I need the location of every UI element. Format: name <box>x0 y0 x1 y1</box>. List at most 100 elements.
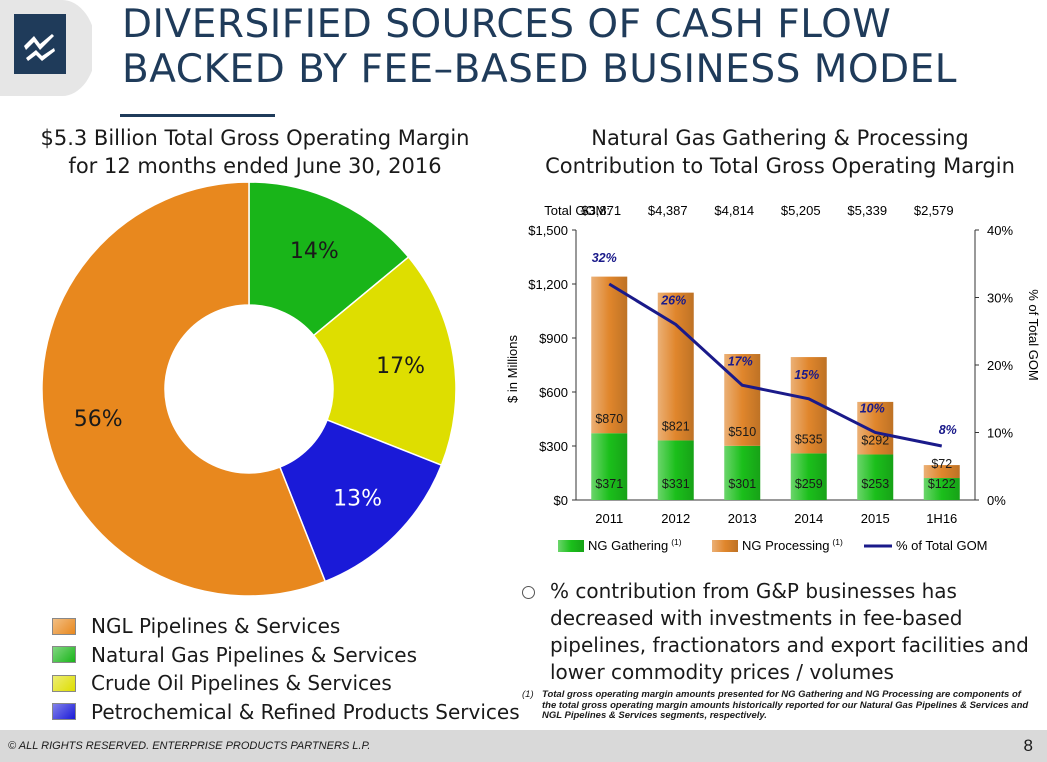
legend-label: % of Total GOM <box>896 538 988 553</box>
total-gom-value: $2,579 <box>914 203 954 218</box>
bullet-point: % contribution from G&P businesses has d… <box>522 578 1042 686</box>
bar-ng-gathering <box>724 445 761 500</box>
bar-value-label: $331 <box>662 477 690 491</box>
legend-swatch <box>558 540 584 552</box>
bar-subtitle-line-1: Natural Gas Gathering & Processing <box>591 126 969 150</box>
bar-value-label: $870 <box>595 412 623 426</box>
x-tick-label: 2012 <box>661 511 690 526</box>
x-tick-label: 2011 <box>595 511 623 526</box>
legend-swatch <box>52 617 76 635</box>
y2-tick-label: 20% <box>987 358 1013 373</box>
y2-tick-label: 30% <box>987 291 1013 306</box>
donut-slice-label: 17% <box>376 354 425 379</box>
bar-value-label: $253 <box>861 477 889 491</box>
title-line-1: DIVERSIFIED SOURCES OF CASH FLOW <box>122 2 892 47</box>
bar-value-label: $535 <box>795 432 823 446</box>
line-value-label: 10% <box>860 402 885 416</box>
line-value-label: 15% <box>794 368 819 382</box>
bar-value-label: $821 <box>662 419 690 433</box>
page-title: DIVERSIFIED SOURCES OF CASH FLOW BACKED … <box>122 2 1042 92</box>
bar-value-label: $292 <box>861 433 889 447</box>
bar-value-label: $72 <box>931 457 952 471</box>
donut-slice <box>278 418 443 583</box>
y2-tick-label: 40% <box>987 223 1013 238</box>
y2-axis-label: % of Total GOM <box>1026 289 1041 381</box>
donut-subtitle-line-1: $5.3 Billion Total Gross Operating Margi… <box>40 126 470 150</box>
legend-item: NGL Pipelines & Services <box>52 612 520 641</box>
x-tick-label: 2015 <box>861 511 890 526</box>
bar-value-label: $122 <box>928 477 956 491</box>
y2-tick-label: 10% <box>987 426 1013 441</box>
pct-line <box>608 282 943 448</box>
total-gom-value: $5,205 <box>781 203 821 218</box>
donut-slice-label: 14% <box>290 239 339 264</box>
line-value-label: 17% <box>728 354 753 368</box>
footer-bar: © ALL RIGHTS RESERVED. ENTERPRISE PRODUC… <box>0 730 1047 762</box>
bar-ng-processing <box>657 292 694 441</box>
y-tick-label: $600 <box>539 385 568 400</box>
legend-label: Crude Oil Pipelines & Services <box>91 671 392 696</box>
y2-tick-label: 0% <box>987 493 1006 508</box>
bullet-circle-icon <box>522 586 535 599</box>
copyright-text: © ALL RIGHTS RESERVED. ENTERPRISE PRODUC… <box>8 740 371 752</box>
donut-slice <box>312 255 457 467</box>
bar-value-label: $510 <box>728 425 756 439</box>
legend-swatch <box>52 674 76 692</box>
legend-label: NG Processing (1) <box>742 537 843 553</box>
donut-slice <box>41 182 327 597</box>
bar-ng-gathering <box>923 478 960 500</box>
bar-value-label: $259 <box>795 477 823 491</box>
donut-chart: 14% 17% 13% 56% <box>41 182 457 597</box>
legend-label: NG Gathering (1) <box>588 537 682 553</box>
footnote-text: Total gross operating margin amounts pre… <box>542 689 1029 721</box>
legend-item: Petrochemical & Refined Products Service… <box>52 698 520 727</box>
bar-ng-processing <box>591 276 628 434</box>
line-value-label: 26% <box>660 294 686 308</box>
y-tick-label: $300 <box>539 439 568 454</box>
company-logo <box>0 0 92 96</box>
bar-ng-processing <box>923 465 960 479</box>
title-underline <box>120 114 275 117</box>
total-gom-value: $3,871 <box>581 203 621 218</box>
legend-item: Crude Oil Pipelines & Services <box>52 669 520 698</box>
bullet-text: % contribution from G&P businesses has d… <box>550 579 1029 684</box>
total-gom-value: $5,339 <box>847 203 887 218</box>
y-tick-label: $900 <box>539 331 568 346</box>
legend-label: NGL Pipelines & Services <box>91 614 341 639</box>
x-tick-label: 2013 <box>728 511 757 526</box>
page-number: 8 <box>1023 736 1033 755</box>
bar-chart-subtitle: Natural Gas Gathering & Processing Contr… <box>515 124 1045 180</box>
stacked-bar-chart: $0 $300 $600 $900 $1,200 $1,500 0% 10% 20% 30% 40%… <box>505 203 1041 553</box>
x-tick-label: 2014 <box>794 511 823 526</box>
y-tick-label: $1,200 <box>528 277 568 292</box>
bar-subtitle-line-2: Contribution to Total Gross Operating Ma… <box>545 154 1015 178</box>
total-gom-caption: Total GOM: <box>544 203 610 218</box>
donut-slice-label: 13% <box>333 487 382 512</box>
donut-slice <box>248 182 410 337</box>
bar-ng-gathering <box>790 453 827 500</box>
donut-subtitle-line-2: for 12 months ended June 30, 2016 <box>68 154 442 178</box>
legend-label: Petrochemical & Refined Products Service… <box>91 699 520 724</box>
bar-value-label: $301 <box>728 477 756 491</box>
bar-ng-gathering <box>591 433 628 500</box>
footnote: (1) Total gross operating margin amounts… <box>522 689 1037 722</box>
line-value-label: 32% <box>592 251 617 265</box>
footnote-number: (1) <box>522 689 534 700</box>
y-axis-label: $ in Millions <box>505 335 520 403</box>
donut-legend: NGL Pipelines & Services Natural Gas Pipe… <box>52 612 520 726</box>
bar-ng-gathering <box>857 454 894 500</box>
bar-value-label: $371 <box>595 477 623 491</box>
x-tick-label: 1H16 <box>926 511 957 526</box>
legend-item: Natural Gas Pipelines & Services <box>52 641 520 670</box>
donut-slice-label: 56% <box>74 407 123 432</box>
line-value-label: 8% <box>939 423 957 437</box>
title-line-2: BACKED BY FEE–BASED BUSINESS MODEL <box>122 47 957 92</box>
bar-ng-processing <box>857 401 894 455</box>
legend-swatch <box>52 646 76 664</box>
legend-swatch <box>52 703 76 721</box>
bar-ng-processing <box>724 354 761 446</box>
bar-ng-gathering <box>657 440 694 500</box>
total-gom-value: $4,387 <box>648 203 688 218</box>
total-gom-value: $4,814 <box>714 203 754 218</box>
y-tick-label: $1,500 <box>528 223 568 238</box>
